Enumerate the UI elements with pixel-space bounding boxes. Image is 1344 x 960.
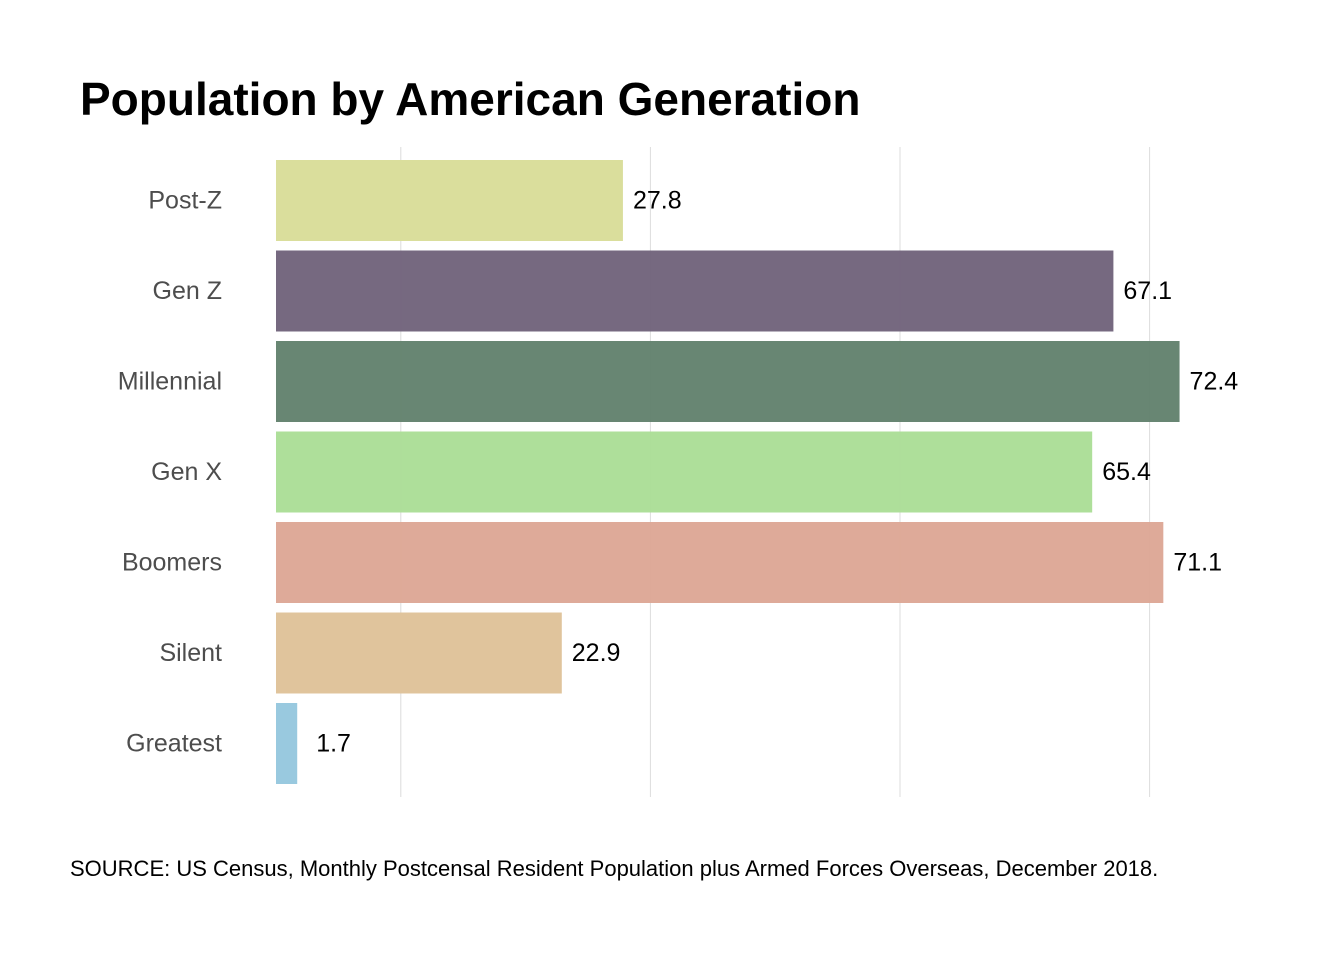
bar-gen-x: [276, 431, 1093, 513]
value-label-silent: 22.9: [572, 639, 621, 667]
chart-title: Population by American Generation: [80, 73, 861, 125]
bar-gen-z: [276, 250, 1114, 332]
bar-millennial: [276, 341, 1180, 422]
category-label-post-z: Post-Z: [148, 187, 222, 215]
value-label-millennial: 72.4: [1190, 368, 1239, 396]
value-label-gen-z: 67.1: [1123, 277, 1172, 305]
category-label-millennial: Millennial: [118, 368, 222, 396]
bar-silent: [276, 612, 562, 694]
bar-greatest: [276, 703, 298, 784]
labels: Post-Z 27.8 Gen Z 67.1 Millennial 72.4 Gen X 65…: [118, 187, 1239, 758]
category-label-silent: Silent: [159, 639, 222, 667]
value-label-post-z: 27.8: [633, 187, 682, 215]
bar-post-z: [276, 160, 623, 241]
source-caption: SOURCE: US Census, Monthly Postcensal Re…: [70, 856, 1159, 881]
bar-boomers: [276, 522, 1164, 603]
value-label-greatest: 1.7: [316, 730, 351, 758]
bars: [276, 160, 1180, 784]
category-label-gen-z: Gen Z: [153, 277, 222, 305]
category-label-greatest: Greatest: [126, 730, 222, 758]
value-label-gen-x: 65.4: [1102, 458, 1151, 486]
value-label-boomers: 71.1: [1173, 549, 1222, 577]
category-label-gen-x: Gen X: [151, 458, 222, 486]
category-label-boomers: Boomers: [122, 549, 222, 577]
